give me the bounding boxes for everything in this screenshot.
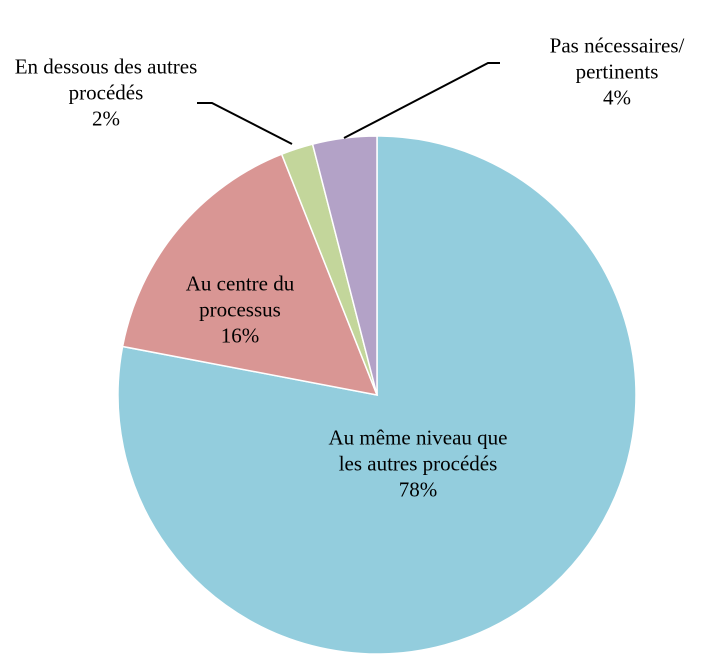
value-label: 78% xyxy=(398,476,438,501)
value-label: 2% xyxy=(92,105,120,130)
value-label: 4% xyxy=(603,84,631,109)
slice-label: Pas nécessaires/pertinents 4% xyxy=(547,33,687,110)
pie-slice xyxy=(121,153,379,396)
slice-label: Au même niveau que les autres procédés 78… xyxy=(318,425,518,502)
slice-label: En dessous des autres procédés 2% xyxy=(6,54,206,131)
category-name: En dessous des autres procédés xyxy=(14,54,198,105)
slice-label: Au centre du processus 16% xyxy=(160,271,320,348)
category-name: Au centre du processus xyxy=(185,271,295,322)
category-name: Au même niveau que les autres procédés xyxy=(328,425,508,476)
category-name: Pas nécessaires/pertinents xyxy=(549,33,685,84)
leader-line xyxy=(197,102,293,145)
leader-line xyxy=(343,62,500,139)
value-label: 16% xyxy=(220,322,260,347)
slices xyxy=(117,135,637,655)
